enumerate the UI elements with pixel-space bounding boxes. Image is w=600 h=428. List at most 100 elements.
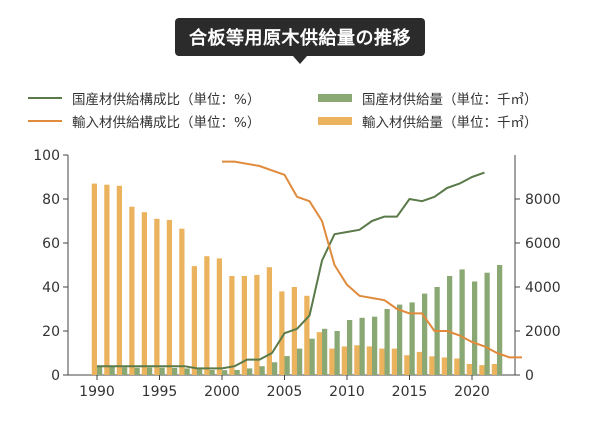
x-tick-label: 1990 bbox=[79, 384, 115, 400]
legend-label-domestic-ratio: 国産材供給構成比（単位：%） bbox=[72, 92, 261, 108]
bar-import-volume bbox=[354, 345, 360, 375]
bar-import-volume bbox=[466, 364, 472, 375]
bar-import-volume bbox=[266, 267, 272, 375]
bar-domestic-volume bbox=[284, 356, 290, 375]
legend-label-import-volume: 輸入材供給量（単位：千㎥） bbox=[362, 115, 538, 131]
bar-domestic-volume bbox=[334, 331, 340, 375]
bar-domestic-volume bbox=[347, 320, 353, 375]
bar-import-volume bbox=[329, 348, 335, 375]
legend: 国産材供給構成比（単位：%） 輸入材供給構成比（単位：%） 国産材供給量（単位：… bbox=[0, 88, 600, 138]
bar-domestic-volume bbox=[409, 302, 415, 375]
y-right-tick-label: 4000 bbox=[525, 280, 561, 296]
bar-import-volume bbox=[366, 346, 372, 375]
bar-import-volume bbox=[291, 287, 297, 375]
bar-domestic-volume bbox=[134, 367, 140, 375]
bar-import-volume bbox=[116, 185, 122, 375]
legend-item-domestic-volume: 国産材供給量（単位：千㎥） bbox=[318, 88, 538, 108]
bar-domestic-volume bbox=[109, 366, 115, 375]
y-left-tick-label: 100 bbox=[33, 148, 60, 164]
bar-domestic-volume bbox=[309, 338, 315, 375]
bar-import-volume bbox=[441, 357, 447, 375]
legend-line-domestic-ratio bbox=[28, 97, 62, 99]
title-wrap: 合板等用原木供給量の推移 bbox=[0, 18, 600, 64]
bar-domestic-volume bbox=[159, 367, 165, 375]
bar-import-volume bbox=[229, 276, 235, 375]
legend-item-import-ratio: 輸入材供給構成比（単位：%） bbox=[28, 111, 260, 131]
bar-import-volume bbox=[91, 183, 97, 375]
bar-import-volume bbox=[141, 212, 147, 375]
bar-import-volume bbox=[166, 219, 172, 375]
bar-domestic-volume bbox=[209, 369, 215, 375]
bar-domestic-volume bbox=[234, 369, 240, 375]
legend-label-import-ratio: 輸入材供給構成比（単位：%） bbox=[72, 115, 261, 131]
bar-import-volume bbox=[191, 266, 197, 375]
bar-domestic-volume bbox=[384, 309, 390, 375]
bar-domestic-volume bbox=[97, 366, 103, 375]
legend-item-import-volume: 輸入材供給量（単位：千㎥） bbox=[318, 111, 538, 131]
bar-domestic-volume bbox=[259, 366, 265, 375]
y-left-tick-label: 40 bbox=[42, 280, 60, 296]
bar-domestic-volume bbox=[497, 265, 503, 375]
bar-domestic-volume bbox=[322, 328, 328, 375]
bar-domestic-volume bbox=[459, 269, 465, 375]
bar-domestic-volume bbox=[122, 367, 128, 375]
legend-line-import-ratio bbox=[28, 120, 62, 122]
bar-import-volume bbox=[454, 358, 460, 375]
bar-domestic-volume bbox=[422, 293, 428, 375]
bar-domestic-volume bbox=[272, 362, 278, 375]
bar-import-volume bbox=[179, 228, 185, 375]
y-left-tick-label: 20 bbox=[42, 324, 60, 340]
y-left-tick-label: 0 bbox=[51, 368, 60, 384]
bar-domestic-volume bbox=[472, 281, 478, 375]
bar-domestic-volume bbox=[197, 369, 203, 375]
x-tick-label: 2000 bbox=[204, 384, 240, 400]
bar-import-volume bbox=[304, 295, 310, 375]
bar-import-volume bbox=[404, 355, 410, 375]
y-left-tick-label: 60 bbox=[42, 236, 60, 252]
bar-import-volume bbox=[391, 348, 397, 375]
x-tick-label: 2005 bbox=[267, 384, 303, 400]
bar-import-volume bbox=[154, 218, 160, 375]
x-tick-label: 2015 bbox=[392, 384, 428, 400]
bar-import-volume bbox=[491, 364, 497, 375]
bar-import-volume bbox=[316, 332, 322, 375]
legend-item-domestic-ratio: 国産材供給構成比（単位：%） bbox=[28, 88, 260, 108]
y-right-tick-label: 0 bbox=[525, 368, 534, 384]
bar-import-volume bbox=[279, 291, 285, 375]
bar-import-volume bbox=[254, 274, 260, 375]
bar-domestic-volume bbox=[397, 304, 403, 375]
legend-swatch-import-volume bbox=[318, 117, 352, 125]
bar-domestic-volume bbox=[172, 367, 178, 375]
bar-domestic-volume bbox=[247, 368, 253, 375]
bar-domestic-volume bbox=[359, 317, 365, 375]
bar-import-volume bbox=[429, 356, 435, 375]
bar-domestic-volume bbox=[372, 316, 378, 375]
y-right-tick-label: 8000 bbox=[525, 192, 561, 208]
x-tick-label: 2010 bbox=[329, 384, 365, 400]
line-domestic-ratio bbox=[97, 171, 485, 370]
bar-import-volume bbox=[129, 206, 135, 375]
bar-import-volume bbox=[241, 276, 247, 375]
bar-domestic-volume bbox=[297, 348, 303, 375]
legend-swatch-domestic-volume bbox=[318, 94, 352, 102]
chart-title: 合板等用原木供給量の推移 bbox=[175, 18, 425, 64]
bar-domestic-volume bbox=[447, 276, 453, 375]
bar-import-volume bbox=[216, 258, 222, 375]
legend-label-domestic-volume: 国産材供給量（単位：千㎥） bbox=[362, 92, 538, 108]
line-import-ratio bbox=[222, 160, 522, 359]
bar-domestic-volume bbox=[147, 367, 153, 375]
bar-domestic-volume bbox=[222, 370, 228, 375]
bar-import-volume bbox=[204, 256, 210, 375]
bar-import-volume bbox=[379, 348, 385, 375]
y-right-tick-label: 6000 bbox=[525, 236, 561, 252]
bar-import-volume bbox=[104, 184, 110, 375]
bar-domestic-volume bbox=[184, 368, 190, 375]
bar-domestic-volume bbox=[484, 272, 490, 375]
x-tick-label: 1995 bbox=[142, 384, 178, 400]
bar-import-volume bbox=[341, 346, 347, 375]
y-right-tick-label: 2000 bbox=[525, 324, 561, 340]
x-tick-label: 2020 bbox=[454, 384, 490, 400]
bar-import-volume bbox=[479, 365, 485, 375]
bar-import-volume bbox=[416, 351, 422, 375]
